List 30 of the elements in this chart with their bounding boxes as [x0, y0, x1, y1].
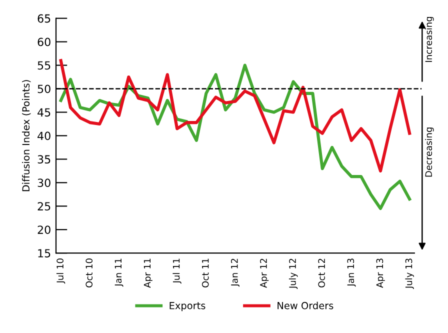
x-tick-label: July 13: [405, 258, 414, 289]
legend-label: New Orders: [278, 302, 334, 310]
x-tick-label: Apr 11: [144, 258, 152, 288]
legend-label: Exports: [170, 302, 206, 312]
x-tick-label: Jan 13: [347, 258, 356, 287]
x-tick-label: Oct 10: [86, 258, 93, 288]
x-tick-label: Apr 12: [260, 258, 269, 288]
x-tick-label: Apr 13: [376, 258, 385, 288]
y-tick-label: 60: [38, 38, 50, 46]
y-tick-label: 50: [38, 84, 50, 94]
text: Decreasing: [425, 128, 434, 177]
y-axis-title: Diffusion Index (Points): [22, 80, 31, 192]
text: Increasing: [425, 16, 434, 62]
x-tick-label: Jan 12: [230, 258, 240, 287]
x-tick-label: Oct 12: [318, 258, 325, 288]
x-tick-label: Jul 10: [56, 258, 66, 284]
y-tick-label: 30: [38, 178, 50, 188]
y-tick-label: 45: [38, 108, 50, 117]
y-tick-label: 20: [38, 226, 50, 234]
y-tick-label: 35: [38, 155, 50, 164]
line-series: [59, 59, 412, 172]
x-tick-label: Jan 11: [114, 258, 124, 287]
y-tick-label: 40: [38, 132, 50, 140]
y-tick-label: 25: [38, 202, 50, 211]
x-tick-label: Jul 11: [172, 258, 182, 284]
x-tick-label: July 12: [288, 258, 298, 289]
y-tick-label: 15: [38, 249, 50, 258]
y-tick-label: 65: [38, 14, 50, 23]
y-tick-label: 55: [38, 61, 50, 70]
x-tick-label: Oct 11: [202, 258, 209, 288]
